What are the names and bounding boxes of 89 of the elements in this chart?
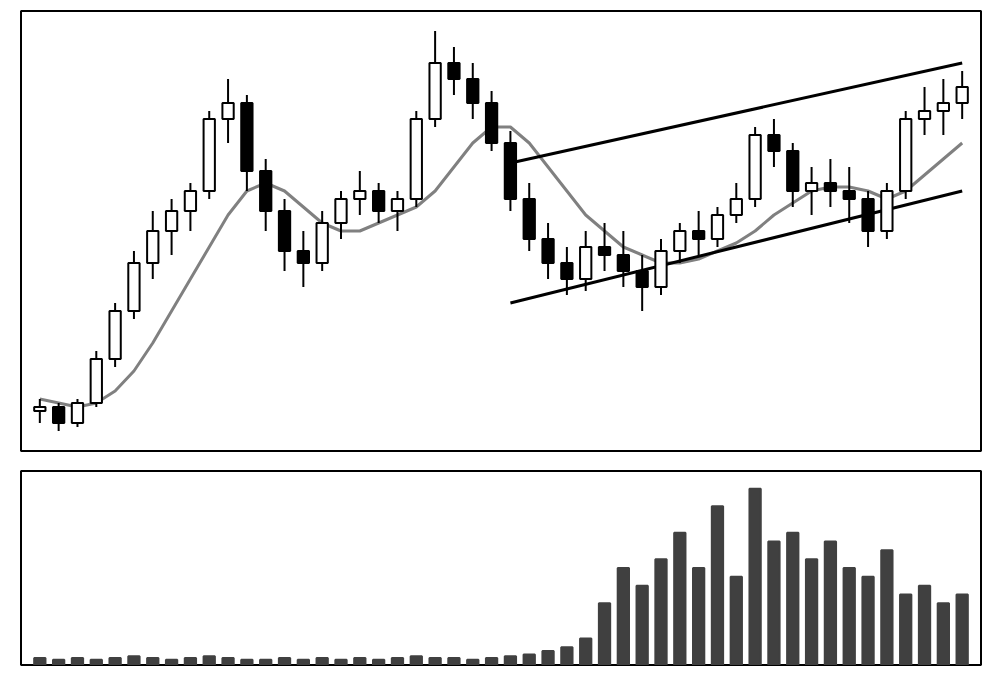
candlestick bbox=[334, 190, 348, 240]
bar bbox=[70, 656, 85, 665]
candlestick bbox=[259, 158, 273, 232]
candlestick bbox=[108, 302, 122, 368]
candlestick bbox=[616, 230, 630, 288]
bar bbox=[33, 656, 47, 665]
bar bbox=[484, 656, 499, 665]
bar bbox=[522, 653, 536, 665]
candlestick bbox=[936, 78, 950, 136]
candlestick bbox=[955, 70, 969, 120]
candlestick bbox=[127, 250, 141, 320]
candlestick bbox=[579, 230, 593, 292]
bar bbox=[89, 658, 103, 665]
candlestick bbox=[447, 46, 461, 96]
bar bbox=[108, 656, 122, 665]
bar bbox=[409, 655, 423, 665]
candlestick bbox=[390, 190, 405, 232]
candlestick bbox=[654, 238, 668, 296]
candlestick bbox=[823, 158, 838, 208]
candlestick bbox=[146, 210, 160, 280]
candlestick bbox=[729, 182, 743, 224]
candlestick bbox=[296, 230, 310, 288]
candlestick bbox=[221, 78, 235, 144]
candlestick bbox=[917, 86, 932, 136]
bar bbox=[315, 656, 329, 665]
candlestick bbox=[484, 90, 499, 152]
bar bbox=[579, 637, 593, 665]
candlestick bbox=[692, 210, 706, 256]
bar bbox=[390, 656, 405, 665]
bar bbox=[259, 658, 273, 665]
bar bbox=[748, 487, 762, 665]
bar bbox=[936, 602, 950, 665]
bar bbox=[880, 549, 894, 665]
bar bbox=[729, 575, 743, 665]
bar bbox=[353, 656, 367, 665]
candlestick bbox=[70, 398, 85, 428]
bar bbox=[221, 656, 235, 665]
candlestick bbox=[466, 62, 480, 120]
bar bbox=[786, 531, 800, 665]
bar bbox=[560, 646, 574, 665]
bar bbox=[296, 658, 310, 665]
candlestick bbox=[710, 206, 725, 248]
candlestick bbox=[767, 118, 781, 168]
bar bbox=[710, 505, 725, 665]
bar bbox=[146, 656, 160, 665]
candlestick bbox=[353, 170, 367, 216]
candlestick bbox=[277, 198, 292, 272]
candlestick bbox=[183, 182, 198, 232]
bar bbox=[654, 558, 668, 665]
bar bbox=[277, 656, 292, 665]
bar bbox=[804, 558, 819, 665]
bar bbox=[334, 658, 348, 665]
bar bbox=[616, 567, 630, 665]
candlestick bbox=[786, 142, 800, 208]
bar bbox=[842, 567, 856, 665]
bar bbox=[372, 658, 386, 665]
bar bbox=[767, 540, 781, 665]
candlestick bbox=[804, 166, 819, 216]
bar bbox=[164, 658, 179, 665]
candlestick bbox=[33, 398, 47, 424]
bar bbox=[597, 602, 612, 665]
candlestick bbox=[372, 182, 386, 224]
bar bbox=[183, 656, 198, 665]
bar bbox=[917, 584, 932, 665]
candlestick bbox=[597, 222, 612, 272]
bar bbox=[52, 658, 66, 665]
candlestick bbox=[89, 350, 103, 408]
bar bbox=[692, 567, 706, 665]
bar bbox=[955, 593, 969, 665]
bar bbox=[240, 658, 254, 665]
candlestick bbox=[560, 246, 574, 296]
bar bbox=[447, 656, 461, 665]
candlestick bbox=[541, 222, 555, 280]
bar bbox=[466, 658, 480, 665]
bar bbox=[541, 649, 555, 665]
candlestick bbox=[673, 222, 687, 264]
candlestick bbox=[52, 402, 66, 432]
bar bbox=[899, 593, 913, 665]
candlestick bbox=[164, 198, 179, 256]
bar bbox=[428, 656, 442, 665]
candlestick bbox=[522, 182, 536, 252]
bar bbox=[127, 655, 141, 665]
bar bbox=[202, 655, 216, 665]
bar bbox=[673, 531, 687, 665]
bar bbox=[635, 584, 649, 665]
bar bbox=[503, 655, 518, 665]
bar bbox=[823, 540, 838, 665]
bar bbox=[861, 575, 875, 665]
candlestick bbox=[315, 210, 329, 272]
